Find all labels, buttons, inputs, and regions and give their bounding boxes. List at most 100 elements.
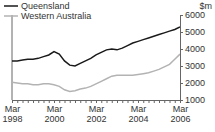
x-tick-mark xyxy=(180,100,181,103)
x-tick-mark xyxy=(122,100,123,103)
lines xyxy=(12,27,180,92)
x-tick xyxy=(101,100,102,103)
x-tick xyxy=(65,100,66,103)
y-tick-mark xyxy=(180,15,183,16)
x-tick-mark xyxy=(138,100,139,103)
left-axis-line xyxy=(12,15,13,100)
y-axis: 100020003000400050006000 xyxy=(180,10,205,105)
x-tick-mark xyxy=(75,100,76,103)
x-tick xyxy=(128,100,129,103)
x-tick-label: Mar2002 xyxy=(86,104,106,124)
y-tick: 6000 xyxy=(180,10,205,20)
y-axis-line xyxy=(181,16,184,101)
x-tick-mark xyxy=(23,100,24,103)
series-line xyxy=(12,27,180,66)
x-tick xyxy=(159,100,160,103)
x-tick-mark xyxy=(112,100,113,103)
x-tick xyxy=(86,100,87,103)
y-tick-label: 2000 xyxy=(185,78,205,88)
x-tick xyxy=(170,100,171,103)
x-tick-mark xyxy=(33,100,34,103)
x-tick-mark xyxy=(149,100,150,103)
x-tick xyxy=(23,100,24,103)
x-tick xyxy=(154,100,155,103)
x-tick xyxy=(33,100,34,103)
y-tick-mark xyxy=(180,66,183,67)
x-tick-mark xyxy=(164,100,165,103)
legend-swatch xyxy=(4,15,18,17)
y-tick-mark xyxy=(180,83,183,84)
x-tick-mark xyxy=(143,100,144,103)
x-tick-mark xyxy=(38,100,39,103)
y-tick-label: 3000 xyxy=(185,61,205,71)
x-tick xyxy=(28,100,29,103)
x-tick: Mar2000 xyxy=(44,100,64,124)
x-tick-mark xyxy=(175,100,176,103)
x-tick xyxy=(117,100,118,103)
x-tick-mark xyxy=(91,100,92,103)
x-tick xyxy=(133,100,134,103)
legend-swatch xyxy=(4,5,18,7)
x-tick-mark xyxy=(170,100,171,103)
chart: 100020003000400050006000$mMar1998Mar2000… xyxy=(0,0,215,132)
y-label: $m xyxy=(199,1,212,11)
x-tick-mark xyxy=(107,100,108,103)
x-tick-mark xyxy=(101,100,102,103)
x-tick-mark xyxy=(128,100,129,103)
x-tick-mark xyxy=(159,100,160,103)
y-tick: 2000 xyxy=(180,78,205,88)
x-tick-mark xyxy=(86,100,87,103)
y-tick: 5000 xyxy=(180,27,205,37)
x-tick xyxy=(107,100,108,103)
x-axis: Mar1998 Mar2000 Mar2002 Mar2004 Mar2006 xyxy=(2,100,190,124)
x-tick xyxy=(70,100,71,103)
y-tick-label: 5000 xyxy=(185,27,205,37)
y-tick: 3000 xyxy=(180,61,205,71)
x-tick-mark xyxy=(80,100,81,103)
x-tick: Mar2004 xyxy=(128,100,148,124)
x-tick-mark xyxy=(44,100,45,103)
x-tick-mark xyxy=(70,100,71,103)
x-tick xyxy=(122,100,123,103)
x-tick xyxy=(38,100,39,103)
x-tick xyxy=(149,100,150,103)
x-tick xyxy=(143,100,144,103)
legend-label: Western Australia xyxy=(21,11,91,21)
x-tick xyxy=(164,100,165,103)
x-tick-mark xyxy=(117,100,118,103)
x-tick xyxy=(44,100,45,103)
x-tick-mark xyxy=(59,100,60,103)
legend-label: Queensland xyxy=(21,1,70,11)
x-tick xyxy=(80,100,81,103)
x-tick-label: Mar2000 xyxy=(44,104,64,124)
y-tick-label: 4000 xyxy=(185,44,205,54)
x-tick: Mar2002 xyxy=(86,100,106,124)
x-tick-mark xyxy=(96,100,97,103)
x-tick-label: Mar2006 xyxy=(170,104,190,124)
legend: QueenslandWestern Australia xyxy=(4,1,91,21)
x-tick xyxy=(75,100,76,103)
series-line xyxy=(12,54,180,91)
x-tick-label: Mar1998 xyxy=(2,104,22,124)
x-tick: Mar1998 xyxy=(2,100,22,124)
x-tick xyxy=(112,100,113,103)
x-tick-label: Mar2004 xyxy=(128,104,148,124)
x-tick-mark xyxy=(154,100,155,103)
x-tick-mark xyxy=(49,100,50,103)
y-tick-label: 6000 xyxy=(185,10,205,20)
y-tick-mark xyxy=(180,49,183,50)
y-tick: 4000 xyxy=(180,44,205,54)
x-tick xyxy=(175,100,176,103)
x-tick-mark xyxy=(54,100,55,103)
y-tick-mark xyxy=(180,32,183,33)
x-tick-mark xyxy=(17,100,18,103)
x-tick xyxy=(49,100,50,103)
x-tick xyxy=(59,100,60,103)
x-tick-mark xyxy=(28,100,29,103)
x-tick-mark xyxy=(12,100,13,103)
x-tick-mark xyxy=(133,100,134,103)
x-tick-mark xyxy=(65,100,66,103)
x-tick: Mar2006 xyxy=(170,100,190,124)
x-tick xyxy=(91,100,92,103)
x-tick xyxy=(17,100,18,103)
